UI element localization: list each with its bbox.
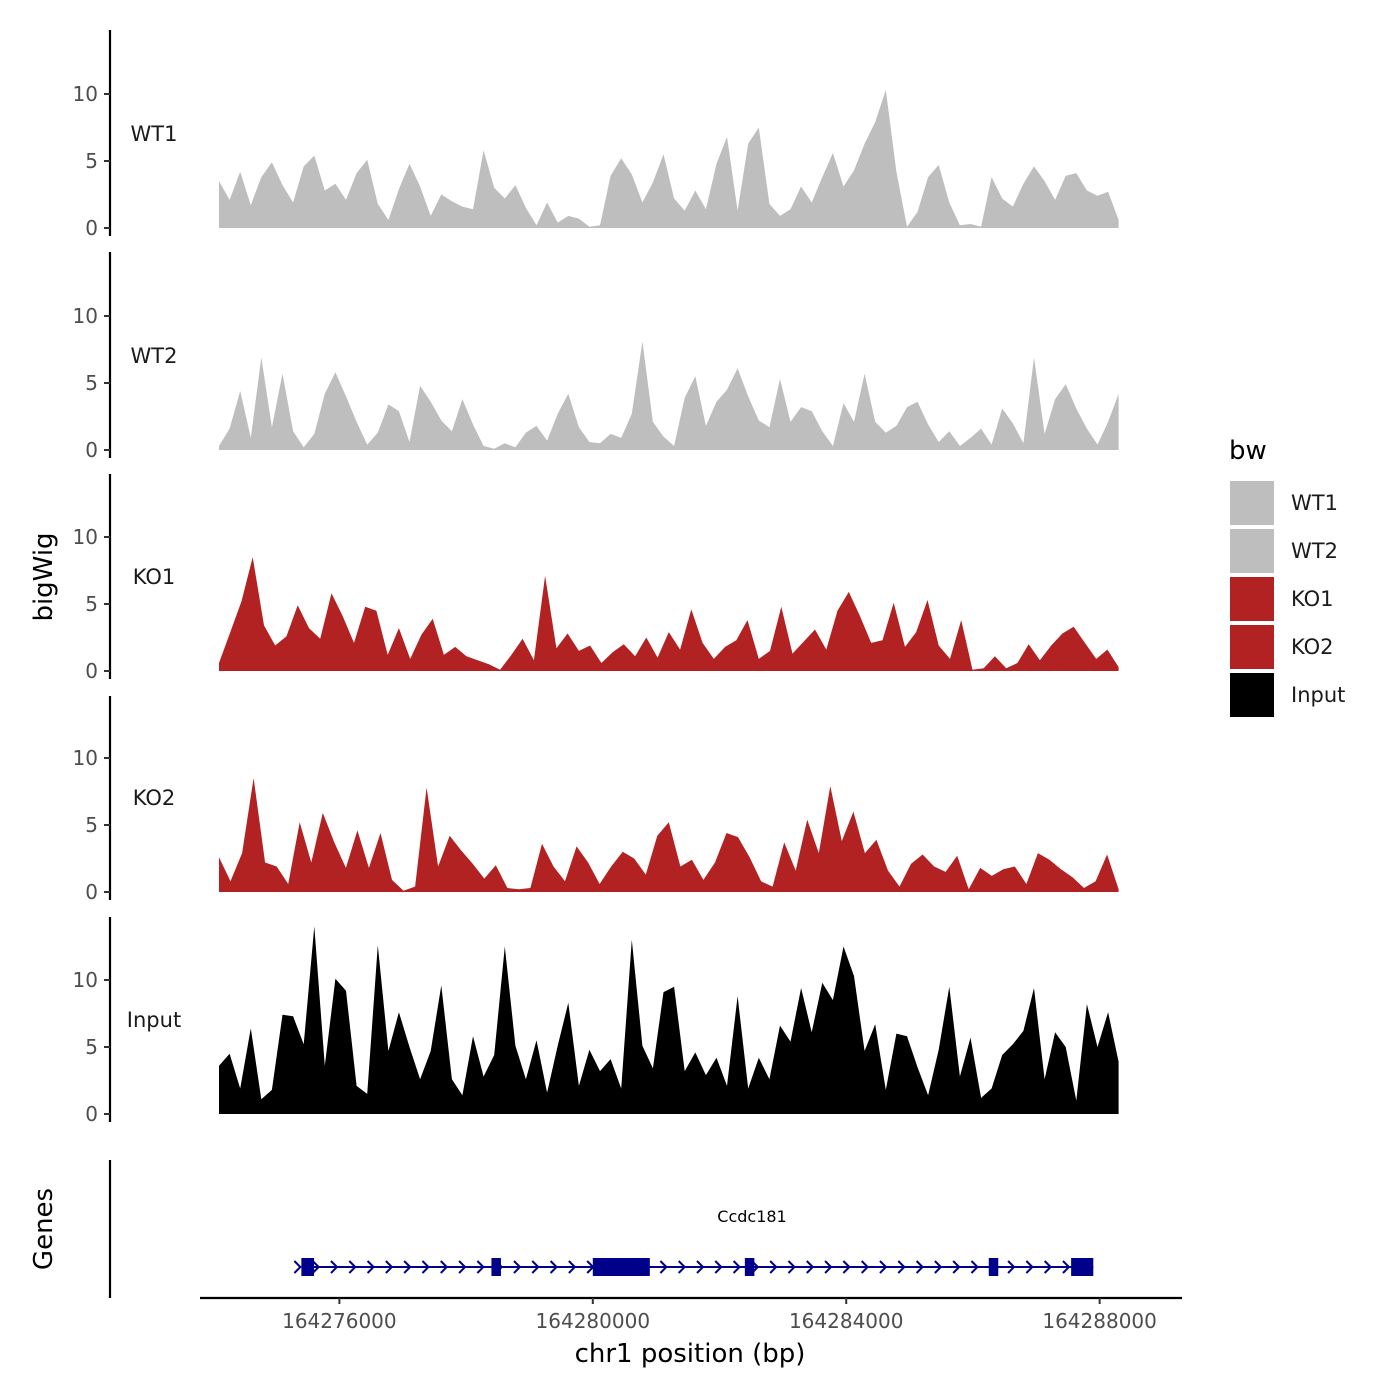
coverage-area-ko1 <box>219 557 1119 671</box>
y-tick-label: 10 <box>73 82 98 106</box>
genes-axis-title: Genes <box>29 1188 59 1270</box>
x-tick-label: 164280000 <box>536 1309 651 1333</box>
strand-arrow <box>952 1260 961 1274</box>
strand-arrow <box>549 1260 558 1274</box>
strand-arrow <box>879 1260 888 1274</box>
strand-arrow <box>476 1260 485 1274</box>
strand-arrow <box>403 1260 412 1274</box>
gene-label: Ccdc181 <box>717 1207 786 1226</box>
y-tick-label: 5 <box>85 1035 98 1059</box>
track-ko1: 0 5 10 KO1 <box>73 474 1119 683</box>
strand-arrow <box>348 1260 357 1274</box>
strand-arrow <box>311 1260 321 1274</box>
gene-exon <box>1071 1258 1094 1276</box>
y-tick-label: 10 <box>73 525 98 549</box>
strand-arrow <box>513 1260 522 1274</box>
legend-label: WT2 <box>1291 539 1338 563</box>
strand-arrow <box>714 1260 723 1274</box>
strand-arrow <box>970 1260 979 1274</box>
track-label: KO2 <box>133 786 176 810</box>
strand-arrow <box>330 1260 339 1274</box>
legend-label: KO2 <box>1291 635 1334 659</box>
strand-arrow <box>806 1260 815 1274</box>
gene-exon <box>744 1258 755 1276</box>
coverage-area-ko2 <box>219 778 1119 892</box>
strand-arrow <box>860 1260 870 1274</box>
strand-arrow <box>659 1260 668 1274</box>
legend-label: Input <box>1291 683 1345 707</box>
x-axis: 164276000 164280000 164284000 164288000 <box>200 1296 1182 1333</box>
strand-arrow <box>824 1260 833 1274</box>
strand-arrow <box>787 1260 796 1274</box>
gene-exon <box>592 1258 650 1276</box>
y-tick-label: 10 <box>73 968 98 992</box>
coverage-area-wt2 <box>219 341 1119 450</box>
track-wt2: 0 5 10 WT2 <box>73 252 1119 462</box>
y-tick-label: 10 <box>73 304 98 328</box>
gene-track: Ccdc181 <box>108 1160 1094 1298</box>
y-axis-title: bigWig <box>29 532 59 621</box>
y-tick-label: 5 <box>85 813 98 837</box>
legend-swatch-input <box>1228 671 1276 719</box>
y-tick-label: 0 <box>85 659 98 683</box>
strand-arrow <box>440 1260 449 1274</box>
track-ko2: 0 5 10 KO2 <box>73 696 1119 904</box>
track-label: WT1 <box>131 122 178 146</box>
bigwig-tracks: 0 5 10 WT1 0 5 10 WT2 0 5 10 KO1 0 5 10 KO2 0 5 10 Input <box>73 30 1119 1126</box>
strand-arrow <box>915 1260 924 1274</box>
y-tick-label: 0 <box>85 216 98 240</box>
legend-title: bw <box>1229 436 1267 466</box>
legend: bw WT1 WT2 KO1 KO2 Input <box>1228 436 1345 719</box>
x-tick-label: 164284000 <box>789 1309 904 1333</box>
gene-exon <box>988 1258 999 1276</box>
coverage-area-input <box>219 926 1119 1114</box>
y-tick-label: 5 <box>85 592 98 616</box>
strand-arrow <box>1025 1260 1034 1274</box>
strand-arrow <box>531 1260 540 1274</box>
track-input: 0 5 10 Input <box>73 917 1119 1126</box>
strand-arrow <box>421 1260 430 1274</box>
legend-label: WT1 <box>1291 491 1338 515</box>
x-tick-label: 164276000 <box>282 1309 397 1333</box>
legend-swatch-wt2 <box>1228 527 1276 575</box>
track-label: KO1 <box>133 565 176 589</box>
strand-arrow <box>842 1260 851 1274</box>
strand-arrow <box>1007 1260 1016 1274</box>
strand-arrow <box>458 1260 467 1274</box>
coverage-area-wt1 <box>219 90 1119 228</box>
y-tick-label: 0 <box>85 438 98 462</box>
strand-arrow <box>677 1260 687 1274</box>
strand-arrow <box>385 1260 394 1274</box>
x-axis-title: chr1 position (bp) <box>575 1339 806 1369</box>
gene-exon <box>301 1258 315 1276</box>
strand-arrow <box>293 1260 302 1274</box>
gene-exon <box>491 1258 501 1276</box>
strand-arrow <box>732 1260 741 1274</box>
legend-swatch-ko1 <box>1228 575 1276 623</box>
y-tick-label: 0 <box>85 880 98 904</box>
x-tick-label: 164288000 <box>1042 1309 1157 1333</box>
y-tick-label: 10 <box>73 746 98 770</box>
strand-arrow <box>696 1260 705 1274</box>
track-wt1: 0 5 10 WT1 <box>73 30 1119 240</box>
strand-arrow <box>366 1260 375 1274</box>
gene-model <box>293 1258 1094 1276</box>
legend-swatch-wt1 <box>1228 479 1276 527</box>
strand-arrow <box>1062 1260 1071 1274</box>
y-tick-label: 0 <box>85 1102 98 1126</box>
y-tick-label: 5 <box>85 149 98 173</box>
legend-swatch-ko2 <box>1228 623 1276 671</box>
y-tick-label: 5 <box>85 371 98 395</box>
strand-arrow <box>568 1260 577 1274</box>
strand-arrow <box>934 1260 943 1274</box>
track-label: WT2 <box>131 344 178 368</box>
legend-label: KO1 <box>1291 587 1334 611</box>
strand-arrow <box>897 1260 906 1274</box>
track-label: Input <box>127 1008 181 1032</box>
strand-arrow <box>1043 1260 1053 1274</box>
strand-arrow <box>769 1260 778 1274</box>
